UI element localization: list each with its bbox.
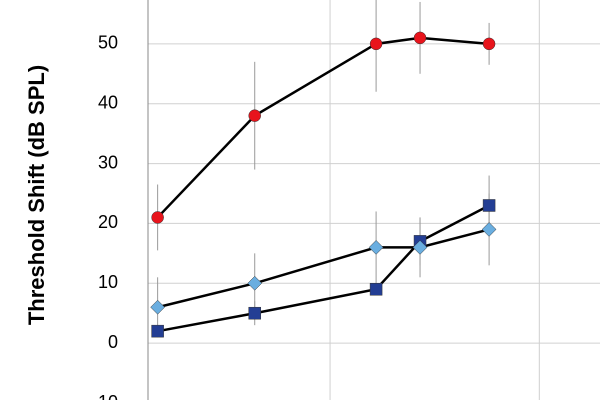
point — [248, 109, 261, 122]
point — [368, 240, 384, 255]
point — [369, 283, 383, 296]
y-tick-label: 0 — [108, 332, 118, 352]
point — [413, 31, 427, 45]
y-tick-label: 30 — [98, 152, 118, 172]
point — [248, 306, 261, 320]
y-tick-label: -10 — [92, 392, 118, 400]
point — [481, 222, 497, 237]
y-tick-label: 10 — [98, 272, 118, 292]
y-tick-label: 50 — [98, 33, 118, 53]
point — [150, 299, 165, 315]
point — [482, 199, 496, 212]
point — [247, 275, 263, 291]
point — [482, 37, 496, 51]
y-axis-label: Threshold Shift (dB SPL) — [24, 65, 49, 325]
y-tick-label: 40 — [98, 92, 118, 112]
point — [151, 211, 164, 224]
point — [412, 240, 428, 255]
point — [151, 324, 164, 338]
point — [369, 37, 383, 51]
y-tick-label: 20 — [98, 212, 118, 232]
